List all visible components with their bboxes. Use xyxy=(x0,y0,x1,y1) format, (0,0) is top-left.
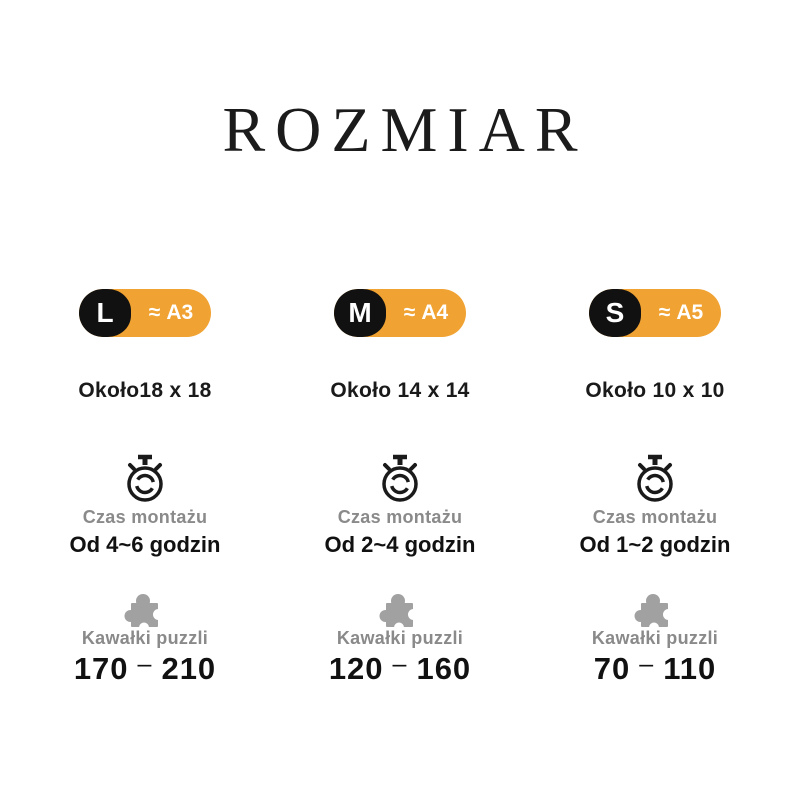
pieces-count-label: Kawałki puzzli xyxy=(591,628,719,649)
assembly-time-label: Czas montażu xyxy=(337,507,463,528)
size-letter-badge: L xyxy=(79,289,131,338)
pieces-dash: – xyxy=(639,650,655,679)
size-letter-badge: S xyxy=(589,289,641,338)
paper-size-text: A4 xyxy=(421,301,449,325)
page-title: ROZMIAR xyxy=(222,94,588,165)
approx-equals-icon: ≈ xyxy=(403,301,416,325)
assembly-time-value: Od 1~2 godzin xyxy=(579,532,731,558)
puzzle-piece-icon xyxy=(124,594,164,631)
pieces-max: 160 xyxy=(416,651,472,687)
assembly-time-label: Czas montażu xyxy=(82,507,208,528)
paper-size-text: A5 xyxy=(676,301,704,325)
stopwatch-icon xyxy=(637,454,673,502)
size-columns: L ≈ A3 Około18 x 18 Czas montażu Od 4~6 … xyxy=(0,289,800,687)
pieces-count-value: 120 – 160 xyxy=(328,650,472,687)
assembly-time-value: Od 4~6 godzin xyxy=(69,532,221,558)
size-column-s: S ≈ A5 Około 10 x 10 Czas montażu Od 1~2… xyxy=(535,289,775,687)
pieces-dash: – xyxy=(392,650,408,679)
pieces-max: 210 xyxy=(161,651,217,687)
paper-size-label: ≈ A3 xyxy=(131,301,211,325)
dimensions-text: Około18 x 18 xyxy=(78,379,212,403)
pieces-count-label: Kawałki puzzli xyxy=(336,628,464,649)
pieces-min: 70 xyxy=(593,651,631,687)
paper-size-label: ≈ A5 xyxy=(641,301,721,325)
pieces-dash: – xyxy=(137,650,153,679)
size-badge: L ≈ A3 xyxy=(79,289,211,338)
dimensions-text: Około 10 x 10 xyxy=(585,379,725,403)
paper-size-text: A3 xyxy=(166,301,194,325)
paper-size-label: ≈ A4 xyxy=(386,301,466,325)
size-column-l: L ≈ A3 Około18 x 18 Czas montażu Od 4~6 … xyxy=(25,289,265,687)
puzzle-piece-icon xyxy=(634,594,674,631)
assembly-time-value: Od 2~4 godzin xyxy=(324,532,476,558)
assembly-time-label: Czas montażu xyxy=(592,507,718,528)
size-letter-badge: M xyxy=(334,289,386,338)
pieces-max: 110 xyxy=(663,651,717,687)
size-badge: S ≈ A5 xyxy=(589,289,721,338)
approx-equals-icon: ≈ xyxy=(658,301,671,325)
size-column-m: M ≈ A4 Około 14 x 14 Czas montażu Od 2~4… xyxy=(280,289,520,687)
size-badge: M ≈ A4 xyxy=(334,289,466,338)
pieces-count-value: 170 – 210 xyxy=(73,650,217,687)
pieces-count-label: Kawałki puzzli xyxy=(81,628,209,649)
puzzle-piece-icon xyxy=(379,594,419,631)
dimensions-text: Około 14 x 14 xyxy=(330,379,470,403)
pieces-min: 120 xyxy=(328,651,384,687)
approx-equals-icon: ≈ xyxy=(148,301,161,325)
pieces-count-value: 70 – 110 xyxy=(593,650,717,687)
stopwatch-icon xyxy=(382,454,418,502)
stopwatch-icon xyxy=(127,454,163,502)
pieces-min: 170 xyxy=(73,651,129,687)
